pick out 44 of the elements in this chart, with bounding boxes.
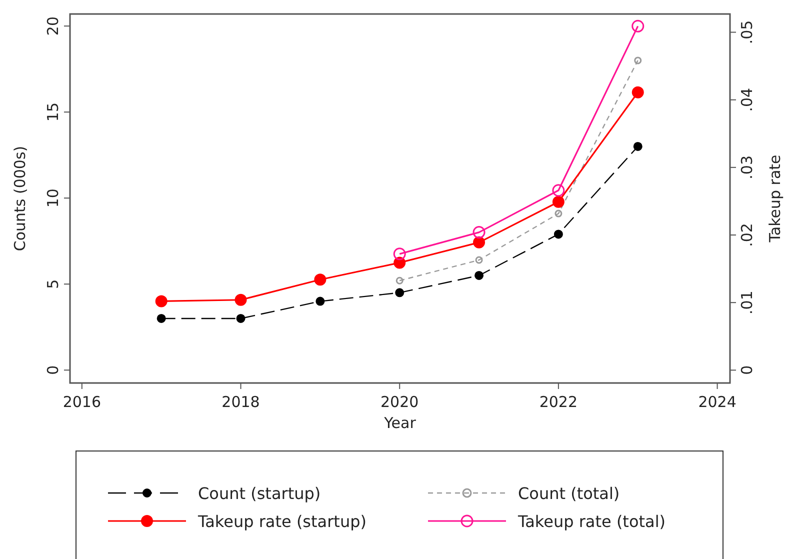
- point: [316, 296, 325, 306]
- legend-label: Takeup rate (startup): [197, 512, 366, 531]
- point: [236, 314, 246, 323]
- point: [155, 295, 168, 308]
- point: [632, 86, 644, 98]
- x-tick-label: 2016: [62, 393, 102, 411]
- point: [554, 230, 563, 239]
- point: [552, 196, 564, 208]
- point: [634, 56, 642, 64]
- point: [396, 276, 404, 284]
- y2-tick-label: .05: [738, 20, 756, 44]
- y-tick-label: 15: [44, 102, 62, 122]
- legend-label: Count (total): [518, 484, 620, 503]
- y2-tick-label: .03: [738, 155, 756, 180]
- y-tick-label: 20: [44, 16, 62, 36]
- y2-tick-label: .04: [738, 88, 756, 112]
- point: [395, 288, 404, 298]
- x-tick-label: 2024: [698, 393, 736, 411]
- y-tick-label: 0: [44, 365, 62, 375]
- y2-tick-label: .01: [738, 290, 756, 315]
- x-tick-label: 2022: [539, 393, 578, 411]
- x-tick-label: 2020: [380, 393, 419, 411]
- x-axis-title: Year: [383, 414, 417, 432]
- point: [472, 226, 486, 239]
- point: [314, 274, 326, 286]
- x-tick-label: 2018: [222, 393, 260, 411]
- y2-tick-label: .02: [738, 223, 756, 247]
- legend-label: Count (startup): [198, 484, 321, 503]
- point: [632, 20, 644, 32]
- point: [474, 270, 484, 280]
- y2-tick-label: 0: [738, 365, 756, 375]
- point: [633, 142, 642, 151]
- point: [234, 294, 247, 306]
- point: [554, 210, 562, 218]
- y-axis-title: Counts (000s): [11, 146, 29, 252]
- y-tick-label: 5: [44, 279, 62, 289]
- point: [552, 184, 565, 197]
- point: [393, 248, 406, 260]
- y-tick-label: 10: [44, 188, 62, 208]
- point: [475, 256, 483, 264]
- legend-label: Takeup rate (total): [517, 512, 666, 531]
- point: [156, 314, 166, 323]
- point: [473, 236, 486, 248]
- y2-axis-title: Takeup rate: [766, 154, 784, 244]
